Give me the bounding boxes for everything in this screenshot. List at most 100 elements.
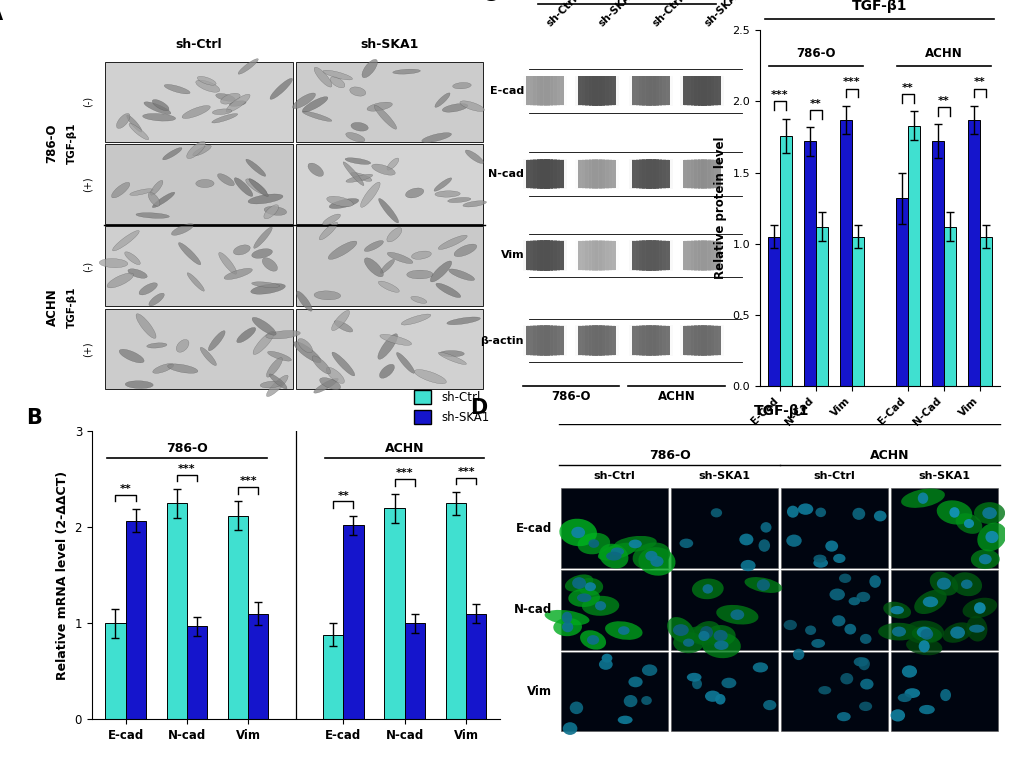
Ellipse shape bbox=[679, 538, 693, 548]
Ellipse shape bbox=[935, 578, 950, 590]
Ellipse shape bbox=[162, 148, 181, 160]
Bar bbox=[547, 76, 553, 106]
Ellipse shape bbox=[208, 331, 225, 350]
Ellipse shape bbox=[673, 625, 688, 636]
Bar bbox=[601, 159, 608, 189]
Ellipse shape bbox=[858, 658, 869, 670]
Text: 786-O: 786-O bbox=[795, 47, 835, 60]
Text: ***: *** bbox=[395, 469, 413, 478]
Ellipse shape bbox=[787, 506, 798, 518]
Bar bbox=[652, 159, 658, 189]
Ellipse shape bbox=[392, 69, 420, 74]
Bar bbox=[605, 326, 611, 356]
Bar bbox=[536, 240, 542, 271]
Ellipse shape bbox=[752, 662, 767, 672]
Ellipse shape bbox=[350, 87, 366, 96]
Bar bbox=[632, 159, 638, 189]
Bar bbox=[683, 76, 689, 106]
Ellipse shape bbox=[430, 261, 451, 282]
Bar bbox=[645, 240, 651, 271]
Ellipse shape bbox=[588, 539, 598, 548]
Bar bbox=[671, 570, 777, 650]
Ellipse shape bbox=[111, 182, 129, 198]
Ellipse shape bbox=[673, 632, 703, 653]
Bar bbox=[578, 159, 584, 189]
Bar bbox=[536, 326, 542, 356]
Bar bbox=[839, 120, 851, 386]
Bar bbox=[585, 76, 591, 106]
Bar bbox=[343, 525, 363, 719]
Bar bbox=[979, 237, 990, 386]
Ellipse shape bbox=[597, 543, 636, 560]
Ellipse shape bbox=[119, 349, 144, 363]
Ellipse shape bbox=[960, 580, 971, 589]
Ellipse shape bbox=[797, 503, 812, 515]
Ellipse shape bbox=[702, 584, 712, 593]
Ellipse shape bbox=[963, 519, 973, 528]
Bar bbox=[655, 240, 662, 271]
Bar bbox=[662, 159, 668, 189]
Ellipse shape bbox=[760, 522, 770, 533]
Ellipse shape bbox=[900, 488, 944, 508]
Ellipse shape bbox=[698, 631, 709, 641]
Bar bbox=[550, 240, 556, 271]
Bar bbox=[645, 159, 651, 189]
Bar bbox=[642, 326, 648, 356]
Ellipse shape bbox=[212, 114, 237, 123]
Bar bbox=[588, 159, 594, 189]
Bar bbox=[659, 326, 665, 356]
Bar bbox=[523, 159, 529, 189]
Ellipse shape bbox=[844, 624, 855, 634]
Bar bbox=[612, 326, 619, 356]
Bar bbox=[851, 237, 863, 386]
Ellipse shape bbox=[740, 560, 755, 572]
Bar bbox=[655, 159, 662, 189]
Ellipse shape bbox=[269, 374, 286, 389]
Bar bbox=[714, 76, 720, 106]
Bar bbox=[560, 326, 567, 356]
Ellipse shape bbox=[868, 575, 880, 588]
Ellipse shape bbox=[351, 173, 372, 182]
Ellipse shape bbox=[918, 640, 929, 653]
Ellipse shape bbox=[319, 223, 337, 240]
Ellipse shape bbox=[400, 314, 430, 325]
Bar bbox=[628, 159, 634, 189]
Bar bbox=[707, 326, 713, 356]
Text: **: ** bbox=[973, 77, 984, 87]
Text: ACHN: ACHN bbox=[869, 449, 909, 462]
Ellipse shape bbox=[345, 174, 372, 182]
Text: Vim: Vim bbox=[527, 685, 551, 698]
Ellipse shape bbox=[562, 722, 577, 735]
Bar bbox=[628, 240, 634, 271]
Bar bbox=[581, 76, 587, 106]
Bar bbox=[553, 240, 559, 271]
Bar bbox=[166, 503, 186, 719]
Ellipse shape bbox=[379, 364, 394, 378]
Ellipse shape bbox=[713, 630, 727, 641]
Text: TGF-β1: TGF-β1 bbox=[851, 0, 907, 13]
Ellipse shape bbox=[411, 251, 431, 260]
Ellipse shape bbox=[308, 163, 323, 176]
Ellipse shape bbox=[965, 615, 986, 641]
Ellipse shape bbox=[229, 101, 246, 107]
Bar bbox=[543, 240, 549, 271]
Bar bbox=[574, 76, 581, 106]
Ellipse shape bbox=[234, 178, 253, 197]
Ellipse shape bbox=[270, 78, 292, 99]
Ellipse shape bbox=[144, 102, 171, 114]
Bar bbox=[578, 241, 615, 270]
Bar bbox=[693, 240, 700, 271]
Ellipse shape bbox=[364, 241, 383, 251]
Ellipse shape bbox=[973, 603, 984, 614]
Bar bbox=[248, 614, 268, 719]
Text: sh-SKA1: sh-SKA1 bbox=[918, 471, 970, 481]
Bar bbox=[635, 76, 641, 106]
Ellipse shape bbox=[686, 673, 701, 681]
Bar bbox=[649, 159, 655, 189]
Bar bbox=[655, 326, 662, 356]
Ellipse shape bbox=[171, 223, 194, 235]
Ellipse shape bbox=[362, 59, 377, 78]
Ellipse shape bbox=[839, 574, 851, 583]
Ellipse shape bbox=[374, 105, 396, 129]
Bar bbox=[608, 76, 614, 106]
